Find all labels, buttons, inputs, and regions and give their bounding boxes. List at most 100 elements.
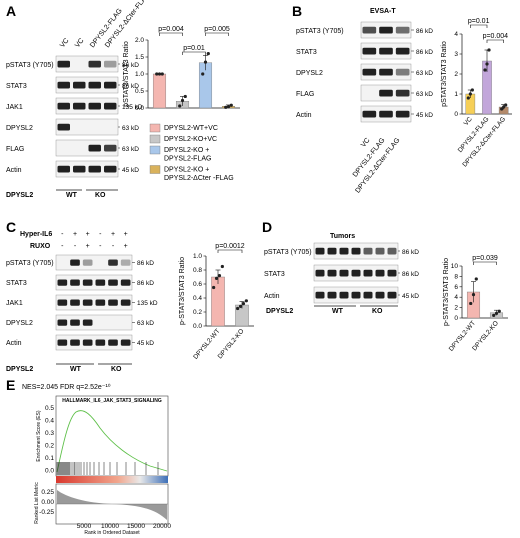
blot-band [379, 47, 393, 55]
blot-band [363, 247, 373, 255]
legend-label: DPYSL2-FLAG [164, 156, 211, 163]
data-point [241, 302, 246, 306]
significance-bracket [205, 32, 229, 36]
panel-c-genotype-label: DPYSL2 [6, 366, 33, 373]
blot-band [108, 299, 118, 306]
blot-kd-label: 63 kD [416, 70, 433, 77]
blot-band [379, 110, 393, 118]
blot-band [95, 279, 106, 286]
panel-b-lane-labels: VC DPYSL2-FLAG DPYSL2-ΔCter-FLAG [352, 137, 402, 195]
blot-band [73, 81, 86, 89]
p-value-label: p=0.0012 [215, 243, 244, 250]
panel-c-treatment-1: Hyper-IL6 [20, 231, 52, 238]
blot-row-label: Actin [296, 112, 312, 119]
panel-c-bar-chart: 0.00.20.40.60.81.0p-STAT3/STAT3 RatioDPY… [179, 243, 254, 361]
data-point [483, 68, 487, 72]
blot-strip [55, 334, 133, 351]
blot-band [339, 269, 349, 277]
y-tick-label: 2.0 [135, 37, 144, 44]
y-tick-label: 10 [451, 263, 459, 270]
legend-label: DPYSL2-ΔCter -FLAG [164, 175, 234, 182]
data-point [474, 277, 478, 281]
legend-swatch [149, 165, 161, 174]
panel-c-ko-label: KO [111, 366, 122, 373]
blot-kd-label: 86 kD [122, 62, 139, 69]
blot-band [57, 279, 68, 286]
data-point [487, 48, 491, 52]
gsea-es-tick: 0.5 [45, 405, 54, 412]
p-value-label: p=0.01 [183, 45, 205, 52]
panel-b-blots: pSTAT3 (Y705) 86 kD STAT3 86 kD DPYSL2 63 kD F… [296, 21, 433, 123]
blot-band [362, 110, 377, 118]
blot-band [57, 299, 68, 306]
y-tick-label: 1.0 [135, 71, 144, 78]
y-tick-label: 6 [454, 284, 458, 291]
gsea-metric-area [57, 490, 167, 520]
blot-band [104, 60, 117, 68]
data-point [468, 92, 472, 96]
blot-band [379, 68, 393, 76]
blot-band [104, 165, 117, 173]
panel-d-title: Tumors [330, 233, 355, 240]
data-point [206, 52, 210, 56]
y-tick-label: 0.5 [135, 88, 144, 95]
y-axis-label: p-STAT3/STAT3 Ratio [443, 258, 450, 326]
legend-label: DPYSL2-WT+VC [164, 125, 218, 132]
blot-band [315, 291, 325, 299]
data-point [212, 285, 216, 290]
legend-label: DPYSL2-KO+VC [164, 136, 217, 143]
treatment-sign: + [124, 231, 128, 238]
blot-strip [55, 274, 133, 291]
blot-band [108, 259, 118, 266]
treatment-sign: - [74, 243, 77, 250]
p-value-label: p=0.039 [472, 255, 498, 262]
legend-label: DPYSL2-KO + [164, 147, 209, 154]
blot-band [104, 144, 117, 152]
panel-a-lane-label: VC [74, 37, 86, 49]
panel-a-genotype-label: DPYSL2 [6, 192, 33, 199]
blot-band [57, 60, 70, 68]
gsea-title: HALLMARK_IL6_JAK_STAT3_SIGNALING [62, 398, 162, 404]
blot-band [108, 279, 118, 286]
blot-row-label: DPYSL2 [296, 70, 323, 77]
blot-band [315, 269, 325, 277]
data-point [220, 264, 224, 269]
blot-band [362, 47, 377, 55]
panel-a-blots: pSTAT3 (Y705) 86 kD STAT3 86 kD JAK1 135 kD DP… [6, 55, 143, 178]
blot-band [363, 291, 373, 299]
blot-band [351, 247, 361, 255]
blot-row-label: pSTAT3 (Y705) [296, 28, 344, 35]
panel-a-legend: DPYSL2-WT+VC DPYSL2-KO+VC DPYSL2-KO + DPYSL… [149, 123, 234, 182]
y-tick-label: 1 [454, 91, 458, 98]
bar [211, 276, 225, 327]
bar [152, 73, 167, 109]
blot-band [395, 47, 410, 55]
blot-kd-label: 63 kD [122, 125, 139, 132]
blot-kd-label: 86 kD [122, 83, 139, 90]
treatment-sign: - [99, 231, 102, 238]
blot-band [82, 299, 93, 306]
significance-bracket [470, 24, 488, 28]
blot-band [88, 144, 101, 152]
blot-band [395, 89, 410, 97]
panel-c-treatment-signs: - + + - + + - - + - - + [61, 231, 128, 250]
gsea-es-ylabel: Enrichment Score (ES) [36, 410, 42, 461]
blot-band [120, 339, 131, 346]
blot-band [120, 279, 131, 286]
data-point [226, 105, 231, 109]
p-value-label: p=0.004 [483, 33, 509, 40]
blot-kd-label: 63 kD [137, 320, 154, 327]
blot-row-label: Actin [6, 167, 22, 174]
panel-a-wt-label: WT [66, 192, 78, 199]
blot-kd-label: 45 kD [416, 112, 433, 119]
gsea-hit-marks [56, 462, 159, 475]
blot-kd-label: 86 kD [416, 49, 433, 56]
blot-row-label: STAT3 [6, 83, 27, 90]
blot-row-label: STAT3 [296, 49, 317, 56]
panel-c-blots: pSTAT3 (Y705) 86 kD STAT3 86 kD JAK1 135 kD DP… [6, 254, 158, 351]
y-tick-label: 0 [454, 111, 458, 118]
significance-bracket [473, 261, 497, 265]
blot-kd-label: 63 kD [122, 146, 139, 153]
